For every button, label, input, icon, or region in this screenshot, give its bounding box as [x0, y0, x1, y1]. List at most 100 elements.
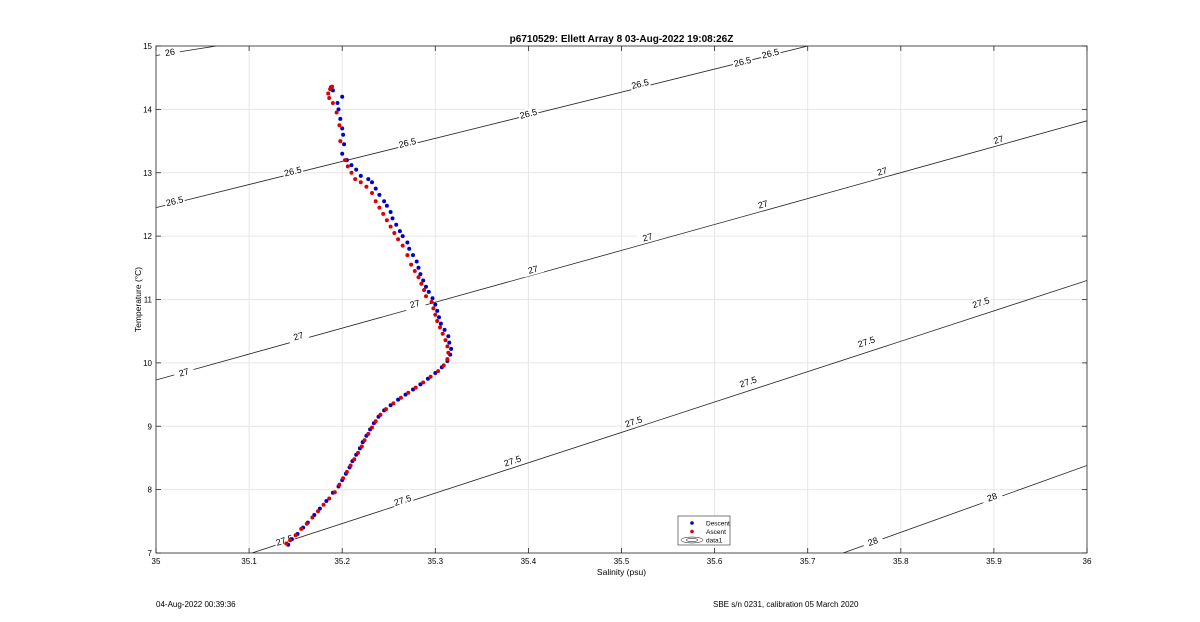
descent-point — [416, 265, 421, 270]
ascent-point — [422, 288, 427, 292]
descent-point — [358, 173, 363, 178]
ascent-point — [412, 269, 417, 273]
ascent-point — [392, 231, 397, 235]
ascent-point — [337, 482, 342, 487]
descent-point — [418, 272, 423, 277]
ascent-point — [330, 101, 335, 105]
ascent-point — [377, 205, 382, 210]
contour-label-bg — [517, 106, 540, 122]
ascent-point — [433, 312, 438, 317]
descent-point — [411, 253, 415, 258]
descent-point — [349, 163, 354, 168]
contour-line-28 — [842, 465, 1087, 553]
ascent-point — [391, 401, 396, 406]
ascent-point — [345, 164, 350, 169]
descent-point — [442, 327, 447, 332]
contour-label-26.5: 26.5 — [761, 47, 780, 61]
y-tick-label: 10 — [143, 359, 152, 368]
y-tick-label: 14 — [143, 105, 152, 114]
ascent-point — [435, 319, 440, 323]
ascent-point — [362, 438, 367, 443]
contour-label-26.5: 26.5 — [733, 55, 752, 69]
descent-point — [390, 216, 395, 221]
ascent-point — [326, 91, 331, 96]
ascent-point — [446, 350, 451, 355]
ascent-point — [445, 344, 450, 349]
contour-label-bg — [636, 229, 659, 245]
y-tick-label: 9 — [148, 422, 153, 431]
descent-point — [335, 101, 340, 105]
ascent-point — [310, 515, 315, 520]
ascent-point — [364, 184, 369, 189]
descent-point — [407, 246, 412, 251]
descent-point — [340, 94, 345, 99]
descent-point — [340, 151, 345, 156]
x-tick-label: 35.1 — [241, 557, 257, 566]
descent-point — [384, 203, 389, 208]
contour-label-26.5: 26.5 — [165, 194, 184, 208]
descent-point — [421, 278, 426, 283]
ascent-point — [352, 457, 357, 462]
descent-point — [382, 199, 387, 204]
contour-label-26: 26 — [164, 47, 175, 58]
contour-label-bg — [871, 163, 894, 179]
ascent-point — [327, 496, 332, 501]
ascent-point — [428, 374, 433, 379]
y-axis-label: Temperature (°C) — [133, 267, 143, 332]
x-tick-label: 35.7 — [800, 557, 816, 566]
contour-label-27: 27 — [992, 134, 1004, 146]
ascent-point — [378, 412, 383, 417]
ascent-point — [341, 476, 346, 481]
descent-point — [340, 126, 345, 131]
contour-line-27.5 — [251, 280, 1087, 553]
contour-label-28: 28 — [986, 491, 999, 504]
x-tick-label: 36 — [1083, 557, 1092, 566]
legend-marker-descent — [690, 521, 694, 525]
ascent-point — [421, 380, 426, 385]
contour-label-27: 27 — [409, 298, 421, 310]
contour-label-bg — [522, 262, 545, 278]
series-group — [284, 84, 454, 547]
descent-point — [446, 334, 451, 339]
descent-point — [430, 296, 435, 301]
descent-point — [324, 499, 329, 503]
descent-point — [388, 210, 393, 214]
contour-label-bg — [273, 532, 296, 549]
ascent-point — [330, 84, 334, 89]
contour-group: 26 26.5 26.5 26.5 26.5 26.5 26.5 26.5 27 27 27 27 27… — [156, 46, 1087, 553]
contour-label-27: 27 — [292, 330, 304, 342]
x-tick-label: 35.5 — [614, 557, 630, 566]
footer-calibration: SBE s/n 0231, calibration 05 March 2020 — [713, 600, 859, 609]
contour-label-bg — [861, 533, 884, 550]
descent-point — [338, 116, 343, 121]
contour-label-27: 27 — [178, 366, 190, 378]
y-tick-label: 12 — [143, 232, 152, 241]
ascent-point — [396, 237, 401, 242]
chart-title: p6710529: Ellett Array 8 03-Aug-2022 19:… — [510, 34, 734, 45]
descent-point — [394, 222, 399, 227]
ascent-point — [356, 450, 360, 455]
ascent-point — [384, 407, 388, 412]
ascent-point — [327, 96, 332, 100]
descent-point — [418, 382, 423, 387]
descent-point — [370, 180, 374, 185]
contour-label-bg — [759, 46, 782, 61]
descent-point — [438, 321, 443, 326]
contour-label-bg — [501, 453, 524, 469]
ascent-point — [436, 369, 441, 374]
descent-point — [449, 346, 454, 351]
x-tick-label: 35 — [152, 557, 161, 566]
contour-label-bg — [731, 54, 754, 70]
descent-point — [424, 284, 428, 289]
ascent-point — [373, 199, 378, 204]
legend-label-data1: data1 — [706, 538, 723, 545]
contour-label-26.5: 26.5 — [519, 107, 538, 121]
ascent-point — [416, 275, 421, 280]
contour-label-bg — [752, 196, 774, 212]
contour-label-bg — [403, 296, 426, 312]
descent-point — [388, 403, 393, 408]
ascent-point — [406, 390, 411, 395]
ascent-point — [429, 300, 434, 304]
legend-marker-ascent — [690, 529, 694, 534]
